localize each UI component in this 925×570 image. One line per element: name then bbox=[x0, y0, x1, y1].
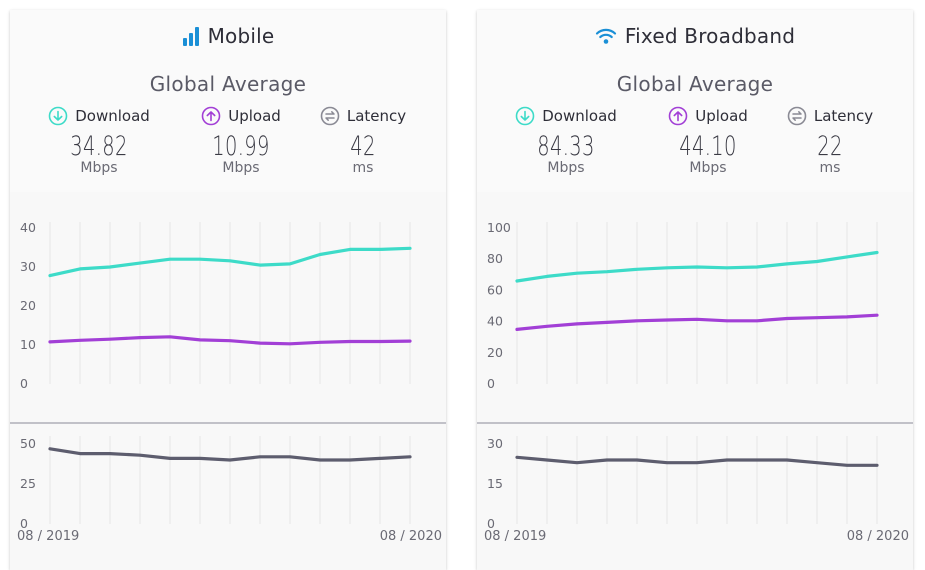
fixed-broadband-panel: Fixed Broadband Global Average Download … bbox=[477, 10, 913, 570]
latency-arrows-icon bbox=[787, 106, 807, 126]
metric-value: 44.10 bbox=[679, 131, 737, 162]
metric-unit: Mbps bbox=[547, 160, 585, 176]
mobile-chart: 0 10 20 30 40 0 25 50 bbox=[10, 220, 446, 531]
speed-y-tick-label: 40 bbox=[20, 220, 36, 235]
panel-subtitle: Global Average bbox=[149, 72, 307, 96]
fixed-broadband-chart: 0 20 40 60 80 100 0 15 30 bbox=[477, 220, 913, 531]
download-series-line bbox=[515, 250, 879, 283]
latency-y-tick-label: 15 bbox=[487, 476, 503, 491]
latency-series-line bbox=[48, 447, 412, 462]
fixed-title-row: Fixed Broadband bbox=[477, 24, 913, 48]
metric-label: Upload bbox=[228, 107, 281, 125]
upload-series-line bbox=[48, 335, 412, 346]
wifi-icon bbox=[595, 28, 616, 44]
mobile-title-row: Mobile bbox=[10, 24, 446, 48]
signal-bars-icon bbox=[182, 27, 199, 46]
metric-value: 42 bbox=[350, 131, 376, 162]
latency-y-tick-label: 0 bbox=[487, 516, 495, 531]
metric-unit: ms bbox=[819, 160, 841, 176]
date-start-label: 08 / 2019 bbox=[484, 529, 547, 544]
speed-y-tick-label: 100 bbox=[487, 220, 511, 235]
metric-latency: Latency 22 ms bbox=[765, 106, 895, 176]
metric-label: Latency bbox=[346, 107, 407, 125]
metric-unit: Mbps bbox=[222, 160, 260, 176]
date-end-label: 08 / 2020 bbox=[846, 529, 909, 544]
upload-arrow-icon bbox=[201, 106, 221, 126]
speed-y-tick-label: 60 bbox=[487, 282, 503, 297]
latency-y-tick-label: 25 bbox=[20, 476, 36, 491]
speed-y-tick-label: 30 bbox=[20, 259, 36, 274]
upload-series-line bbox=[515, 313, 879, 331]
download-series-line bbox=[48, 246, 412, 278]
metric-unit: Mbps bbox=[80, 160, 118, 176]
metric-value: 84.33 bbox=[537, 131, 595, 162]
latency-series-line bbox=[515, 455, 879, 467]
latency-y-tick-label: 50 bbox=[20, 436, 36, 451]
download-arrow-icon bbox=[515, 106, 535, 126]
metric-label: Download bbox=[542, 107, 617, 125]
metric-unit: Mbps bbox=[689, 160, 727, 176]
upload-arrow-icon bbox=[668, 106, 688, 126]
date-start-label: 08 / 2019 bbox=[17, 529, 80, 544]
metric-latency: Latency 42 ms bbox=[298, 106, 428, 176]
metric-value: 22 bbox=[817, 131, 843, 162]
panel-title: Mobile bbox=[207, 24, 275, 48]
speed-y-tick-label: 40 bbox=[487, 314, 503, 329]
metric-upload: Upload 10.99 Mbps bbox=[176, 106, 306, 176]
panel-subtitle: Global Average bbox=[616, 72, 774, 96]
speed-y-tick-label: 20 bbox=[20, 298, 36, 313]
metric-label: Upload bbox=[695, 107, 748, 125]
mobile-header: Mobile Global Average Download 34.82 Mbp… bbox=[10, 10, 446, 192]
speed-y-tick-label: 0 bbox=[20, 376, 28, 391]
latency-arrows-icon bbox=[320, 106, 340, 126]
panel-title: Fixed Broadband bbox=[624, 24, 796, 48]
latency-y-tick-label: 30 bbox=[487, 436, 503, 451]
download-arrow-icon bbox=[48, 106, 68, 126]
speed-y-tick-label: 10 bbox=[20, 337, 36, 352]
speed-y-tick-label: 80 bbox=[487, 251, 503, 266]
mobile-panel: Mobile Global Average Download 34.82 Mbp… bbox=[10, 10, 446, 570]
metric-label: Latency bbox=[813, 107, 874, 125]
metric-upload: Upload 44.10 Mbps bbox=[643, 106, 773, 176]
metric-value: 34.82 bbox=[70, 131, 128, 162]
latency-y-tick-label: 0 bbox=[20, 516, 28, 531]
speed-y-tick-label: 20 bbox=[487, 345, 503, 360]
metric-label: Download bbox=[75, 107, 150, 125]
fixed-header: Fixed Broadband Global Average Download … bbox=[477, 10, 913, 192]
metric-unit: ms bbox=[352, 160, 374, 176]
metric-value: 10.99 bbox=[212, 131, 270, 162]
date-end-label: 08 / 2020 bbox=[379, 529, 442, 544]
metric-download: Download 84.33 Mbps bbox=[501, 106, 631, 176]
metric-download: Download 34.82 Mbps bbox=[34, 106, 164, 176]
speed-y-tick-label: 0 bbox=[487, 376, 495, 391]
